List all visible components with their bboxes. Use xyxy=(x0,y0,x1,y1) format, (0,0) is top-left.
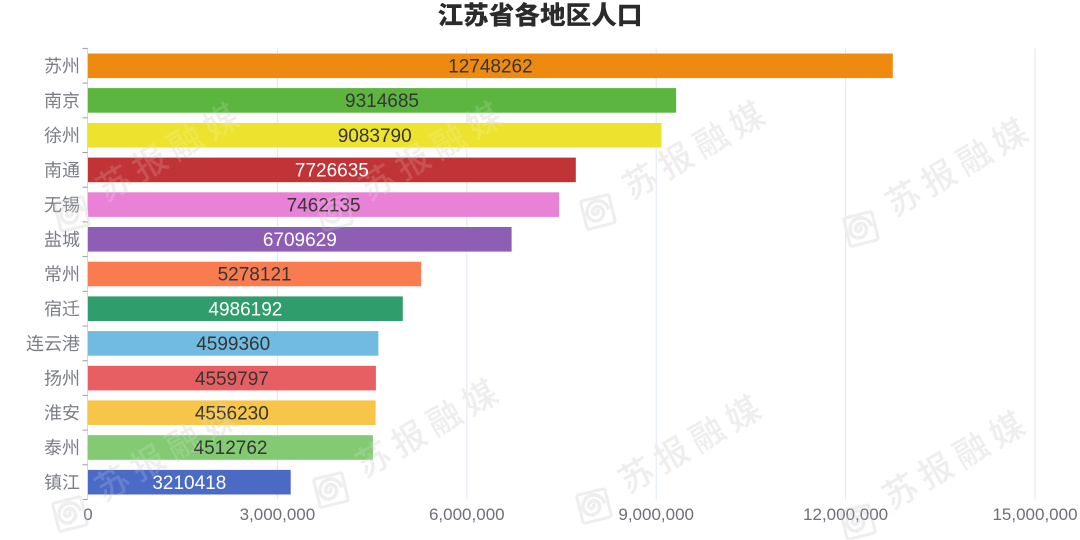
svg-text:15,000,000: 15,000,000 xyxy=(992,505,1077,524)
svg-text:0: 0 xyxy=(83,505,92,524)
svg-text:4986192: 4986192 xyxy=(208,299,282,320)
svg-text:9083790: 9083790 xyxy=(338,126,412,147)
svg-text:6709629: 6709629 xyxy=(263,230,337,251)
svg-text:5278121: 5278121 xyxy=(218,265,292,286)
svg-text:12,000,000: 12,000,000 xyxy=(803,505,888,524)
svg-text:4512762: 4512762 xyxy=(194,438,268,459)
svg-text:6,000,000: 6,000,000 xyxy=(429,505,505,524)
svg-text:3210418: 3210418 xyxy=(152,473,226,494)
svg-text:7726635: 7726635 xyxy=(295,161,369,182)
svg-text:4559797: 4559797 xyxy=(195,369,269,390)
svg-text:7462135: 7462135 xyxy=(287,195,361,216)
svg-text:4599360: 4599360 xyxy=(196,334,270,355)
svg-text:12748262: 12748262 xyxy=(448,57,533,78)
svg-text:3,000,000: 3,000,000 xyxy=(240,505,316,524)
svg-text:9314685: 9314685 xyxy=(345,91,419,112)
svg-text:9,000,000: 9,000,000 xyxy=(618,505,694,524)
